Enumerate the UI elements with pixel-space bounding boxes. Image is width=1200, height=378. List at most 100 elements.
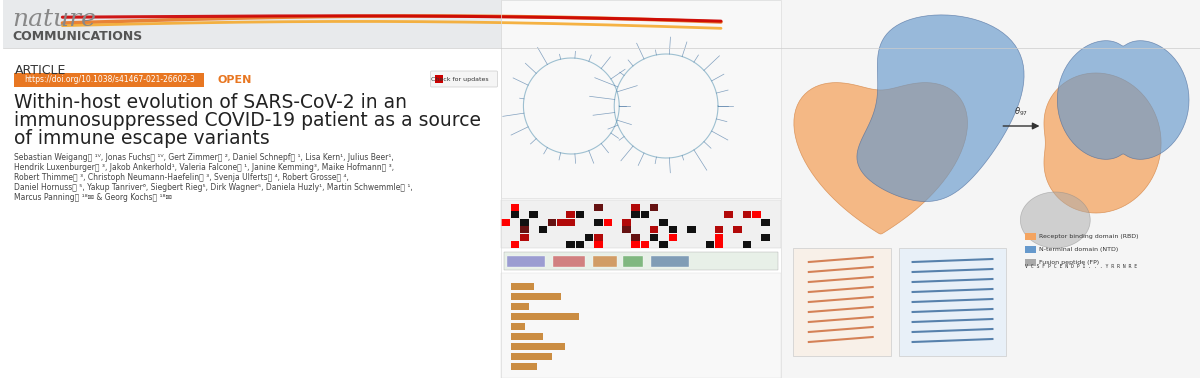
Text: immunosuppressed COVID-19 patient as a source: immunosuppressed COVID-19 patient as a s…	[14, 110, 481, 130]
Bar	[2, 0, 1200, 48]
Bar	[1025, 259, 1037, 266]
Bar	[14, 73, 204, 87]
Bar	[715, 234, 724, 240]
Text: Hendrik LuxenburgerⓄ ³, Jakob Ankerhold¹, Valeria FalconeⓄ ¹, Janine Kemming³, M: Hendrik LuxenburgerⓄ ³, Jakob Ankerhold¹…	[14, 164, 395, 172]
Bar	[502, 200, 781, 248]
Text: OPEN: OPEN	[217, 75, 252, 85]
Polygon shape	[794, 83, 967, 234]
Bar	[508, 256, 545, 267]
Bar	[566, 211, 575, 218]
Bar	[576, 211, 584, 218]
Text: COMMUNICATIONS: COMMUNICATIONS	[12, 29, 143, 42]
Bar	[520, 234, 528, 240]
Bar	[539, 226, 547, 233]
Bar	[529, 211, 538, 218]
Text: Sebastian WeigangⓄ ¹ⱽ, Jonas FuchsⓄ ¹ⱽ, Gert ZimmerⓄ ², Daniel SchnepfⓄ ¹, Lisa : Sebastian WeigangⓄ ¹ⱽ, Jonas FuchsⓄ ¹ⱽ, …	[14, 153, 395, 163]
Bar	[668, 226, 677, 233]
Bar	[502, 218, 510, 226]
Bar	[504, 252, 778, 270]
Bar	[576, 241, 584, 248]
Text: N-terminal domain (NTD): N-terminal domain (NTD)	[1039, 247, 1118, 252]
Bar	[743, 241, 751, 248]
Polygon shape	[857, 15, 1024, 201]
Bar	[502, 0, 781, 198]
Bar	[593, 256, 617, 267]
Bar	[511, 283, 534, 290]
Bar	[553, 256, 586, 267]
Bar	[781, 0, 1200, 378]
Bar	[631, 234, 640, 240]
Bar	[566, 218, 575, 226]
Bar	[548, 218, 557, 226]
Bar	[1025, 246, 1037, 253]
Bar	[557, 218, 565, 226]
Bar	[511, 343, 565, 350]
Bar	[733, 226, 742, 233]
Bar	[594, 241, 602, 248]
Bar	[1025, 233, 1037, 240]
Bar	[511, 211, 520, 218]
Bar	[631, 241, 640, 248]
Text: Receptor binding domain (RBD): Receptor binding domain (RBD)	[1039, 234, 1139, 239]
Text: Check for updates: Check for updates	[431, 76, 488, 82]
Bar	[743, 211, 751, 218]
Text: ARTICLE: ARTICLE	[14, 64, 66, 76]
Bar	[511, 363, 536, 370]
Bar	[650, 203, 659, 211]
Bar	[511, 323, 524, 330]
FancyBboxPatch shape	[431, 71, 498, 87]
Text: Marcus PanningⓄ ¹⁸✉ & Georg KochsⓄ ¹⁸✉: Marcus PanningⓄ ¹⁸✉ & Georg KochsⓄ ¹⁸✉	[14, 194, 173, 203]
Bar	[631, 203, 640, 211]
Bar	[434, 75, 443, 83]
Bar	[622, 226, 630, 233]
Bar	[899, 248, 1007, 356]
Bar	[511, 241, 520, 248]
Bar	[631, 211, 640, 218]
Bar	[724, 211, 733, 218]
Text: nature: nature	[12, 8, 96, 31]
Bar	[668, 234, 677, 240]
Bar	[641, 211, 649, 218]
Bar	[594, 203, 602, 211]
Bar	[641, 241, 649, 248]
Bar	[622, 218, 630, 226]
Bar	[793, 248, 890, 356]
Bar	[511, 333, 542, 340]
Bar	[594, 218, 602, 226]
Bar	[2, 48, 502, 378]
Bar	[761, 234, 770, 240]
Bar	[752, 211, 761, 218]
Bar	[511, 293, 560, 300]
Bar	[511, 353, 552, 360]
Bar	[520, 218, 528, 226]
Text: https://doi.org/10.1038/s41467-021-26602-3: https://doi.org/10.1038/s41467-021-26602…	[24, 76, 194, 85]
Polygon shape	[1044, 73, 1162, 213]
Bar	[688, 226, 696, 233]
Bar	[715, 226, 724, 233]
Bar	[706, 241, 714, 248]
Bar	[594, 234, 602, 240]
Bar	[650, 234, 659, 240]
Text: V C S F P C E N D P I . . . Y R R N R E: V C S F P C E N D P I . . . Y R R N R E	[1025, 263, 1138, 268]
Polygon shape	[1057, 41, 1189, 160]
Text: Fusion peptide (FP): Fusion peptide (FP)	[1039, 260, 1099, 265]
Text: Robert ThimmeⓄ ³, Christoph Neumann-HaefelinⓄ ³, Svenja UlfertsⓄ ⁴, Robert Gross: Robert ThimmeⓄ ³, Christoph Neumann-Haef…	[14, 174, 349, 183]
Bar	[761, 218, 770, 226]
Bar	[623, 256, 643, 267]
Bar	[511, 303, 529, 310]
Bar	[511, 313, 578, 320]
Bar	[652, 256, 689, 267]
Bar	[502, 273, 781, 378]
Bar	[566, 241, 575, 248]
Text: $\theta_{97}$: $\theta_{97}$	[1014, 106, 1028, 118]
Bar	[659, 241, 667, 248]
Bar	[650, 226, 659, 233]
Bar	[511, 203, 520, 211]
Text: Within-host evolution of SARS-CoV-2 in an: Within-host evolution of SARS-CoV-2 in a…	[14, 93, 408, 112]
Bar	[520, 226, 528, 233]
Bar	[715, 241, 724, 248]
Bar	[659, 218, 667, 226]
Bar	[584, 234, 594, 240]
Polygon shape	[1020, 192, 1091, 248]
Bar	[604, 218, 612, 226]
